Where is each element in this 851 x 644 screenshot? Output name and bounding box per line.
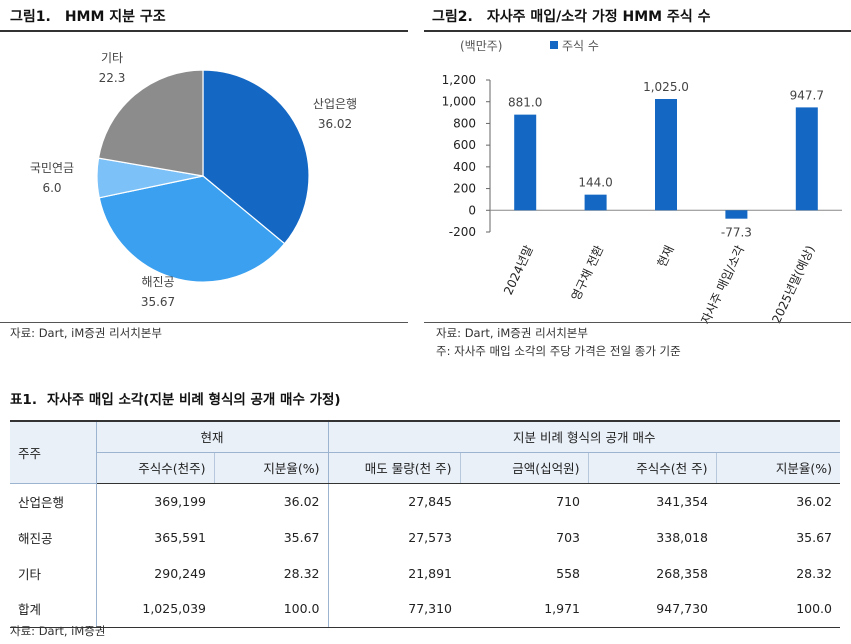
figure1-number: 그림1. xyxy=(10,9,51,25)
table-cell: 338,018 xyxy=(656,529,708,545)
table-cell: 710 xyxy=(556,493,580,509)
table-header-tender: 지분 비례 형식의 공개 매수 xyxy=(327,421,840,453)
table-col-header: 주식수(천 주) xyxy=(587,452,716,484)
pie-slice-label: 국민연금 xyxy=(30,161,74,175)
bar-value-label: 144.0 xyxy=(578,176,612,190)
pie-slice-label: 해진공 xyxy=(141,275,174,289)
x-category-label: 2025년말(예상) xyxy=(769,243,817,324)
table-cell: 27,845 xyxy=(327,483,460,519)
table-cell: 1,025,039 xyxy=(95,591,214,628)
pie-slice-value: 22.3 xyxy=(99,71,126,85)
table-header-shareholder: 주주 xyxy=(10,421,96,484)
bar-value-label: 881.0 xyxy=(508,96,542,110)
y-tick-label: 400 xyxy=(453,160,476,174)
bar xyxy=(584,194,607,211)
table-col-header: 주식수(천주) xyxy=(95,452,214,484)
table-number: 표1. xyxy=(10,392,37,408)
pie-slice-label: 산업은행 xyxy=(313,96,357,111)
table-cell: 369,199 xyxy=(95,483,214,519)
table-row-label: 해진공 xyxy=(18,530,53,546)
table-title: 표1. 자사주 매입 소각(지분 비례 형식의 공개 매수 가정) xyxy=(10,388,341,408)
pie-slice xyxy=(98,175,286,283)
table-cell: 268,358 xyxy=(656,565,708,581)
table-cell: 28.32 xyxy=(283,565,320,581)
y-tick-label: 0 xyxy=(468,203,476,217)
figure1-source: 자료: Dart, iM증권 리서치본부 xyxy=(10,326,162,340)
table-row: 해진공 365,591 35.67 27,573 703 338,018 35.… xyxy=(10,519,840,555)
y-tick-label: 200 xyxy=(453,182,476,196)
y-tick-label: 1,200 xyxy=(442,73,476,87)
pie-chart: 산업은행 36.02 해진공 35.67 국민연금 6.0 기타 22.3 xyxy=(30,51,357,309)
table-row-label: 산업은행 xyxy=(18,494,65,510)
table-row: 산업은행 369,199 36.02 27,845 710 341,354 36… xyxy=(10,483,840,519)
table-col-header: 매도 물량(천 주) xyxy=(327,452,460,484)
table-title-text: 자사주 매입 소각(지분 비례 형식의 공개 매수 가정) xyxy=(46,392,341,408)
pie-slice-value: 6.0 xyxy=(42,181,61,195)
figure2-top-rule xyxy=(424,30,851,32)
table-cell: 100.0 xyxy=(214,591,328,628)
legend-swatch xyxy=(550,41,558,49)
table-cell: 36.02 xyxy=(283,493,320,509)
y-tick-label: -200 xyxy=(449,225,476,239)
figure1-top-rule xyxy=(0,30,408,32)
bar xyxy=(514,114,537,211)
table-cell: 21,891 xyxy=(327,555,460,591)
figure1-title-text: HMM 지분 구조 xyxy=(64,9,166,25)
y-axis-unit: (백만주) xyxy=(460,39,502,53)
bar xyxy=(795,107,818,211)
table-row-label: 기타 xyxy=(18,566,42,582)
figure2-note: 주: 자사주 매입 소각의 주당 가격은 전일 종가 기준 xyxy=(436,344,681,358)
figure2-bottom-rule xyxy=(424,322,851,323)
figure2-source: 자료: Dart, iM증권 리서치본부 xyxy=(436,326,588,340)
table-cell: 36.02 xyxy=(796,493,832,509)
bar-chart: (백만주) 주식 수 -200 0 200 400 600 800 1,000 1,200 881.… xyxy=(442,39,842,324)
bar-value-label: 947.7 xyxy=(790,88,824,102)
table-row-label: 합계 xyxy=(10,591,96,628)
y-tick-label: 800 xyxy=(453,116,476,130)
x-category-label: 2024년말 xyxy=(501,243,536,297)
pie-slice-value: 35.67 xyxy=(141,295,175,309)
table-header-current: 현재 xyxy=(95,421,328,453)
table-row: 기타 290,249 28.32 21,891 558 268,358 28.3… xyxy=(10,555,840,591)
bar-value-label: 1,025.0 xyxy=(643,80,689,94)
pie-slice-value: 36.02 xyxy=(318,117,352,131)
figure2-title-text: 자사주 매입/소각 가정 HMM 주식 수 xyxy=(486,9,711,25)
table-cell: 77,310 xyxy=(327,591,460,628)
table-row-total: 합계 1,025,039 100.0 77,310 1,971 947,730 … xyxy=(10,591,840,628)
figure2-number: 그림2. xyxy=(432,9,473,25)
table-cell: 947,730 xyxy=(588,591,716,628)
table-cell: 290,249 xyxy=(95,555,214,591)
x-category-label: 자사주 매입/소각 xyxy=(698,243,747,324)
table-col-header: 금액(십억원) xyxy=(459,452,588,484)
table-col-header: 지분율(%) xyxy=(715,452,840,484)
table-cell: 35.67 xyxy=(796,529,832,545)
table-cell: 1,971 xyxy=(460,591,588,628)
figure1-title: 그림1. HMM 지분 구조 xyxy=(10,6,166,26)
y-tick-label: 600 xyxy=(453,138,476,152)
legend-label: 주식 수 xyxy=(562,39,599,53)
table-cell: 365,591 xyxy=(95,519,214,555)
figure2-title: 그림2. 자사주 매입/소각 가정 HMM 주식 수 xyxy=(432,6,710,26)
x-category-label: 영구채 전환 xyxy=(569,243,607,302)
x-category-label: 현재 xyxy=(655,243,677,269)
table-cell: 35.67 xyxy=(283,529,320,545)
table-col-header: 지분율(%) xyxy=(213,452,328,484)
pie-slice xyxy=(97,69,204,177)
bar-value-label: -77.3 xyxy=(721,226,752,240)
bar xyxy=(655,99,677,211)
table-cell: 703 xyxy=(556,529,580,545)
table-cell: 558 xyxy=(556,565,580,581)
table-cell: 341,354 xyxy=(656,493,708,509)
table-cell: 100.0 xyxy=(716,591,840,628)
pie-slice xyxy=(202,69,310,245)
table-cell: 28.32 xyxy=(796,565,832,581)
table-cell: 27,573 xyxy=(327,519,460,555)
pie-slice-label: 기타 xyxy=(101,51,123,65)
y-tick-label: 1,000 xyxy=(442,95,476,109)
table-source: 자료: Dart, iM증권 xyxy=(10,624,106,638)
share-table: 주주 현재 지분 비례 형식의 공개 매수 주식수(천주) 지분율(%) 매도 … xyxy=(10,420,840,628)
bar xyxy=(725,210,748,219)
figure1-bottom-rule xyxy=(0,322,408,323)
